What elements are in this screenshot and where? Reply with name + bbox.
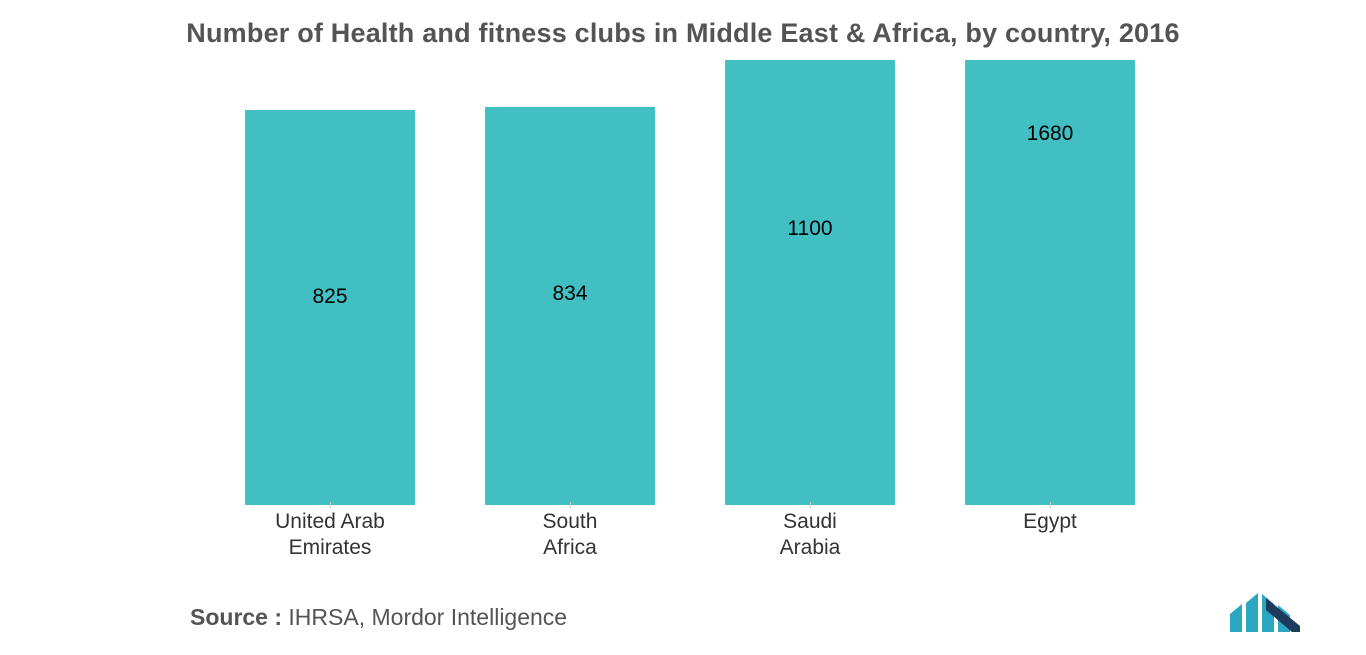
bar-uae: 825 (245, 110, 415, 505)
bar-chart: 825 834 1100 1680 (0, 60, 1366, 505)
logo-bar (1230, 604, 1242, 632)
source-label: Source : (190, 604, 282, 630)
bar-value-label: 1680 (965, 122, 1135, 146)
bar-value-label: 1100 (725, 217, 895, 241)
tick-line1: Saudi (783, 510, 837, 533)
x-tick-label: United Arab Emirates (245, 509, 415, 562)
bar-value-label: 825 (245, 285, 415, 309)
x-tick-label: Saudi Arabia (725, 509, 895, 562)
bar-egypt: 1680 (965, 60, 1135, 505)
bar-saudi-arabia: 1100 (725, 60, 895, 505)
source-line: Source : IHRSA, Mordor Intelligence (190, 604, 567, 631)
bar-south-africa: 834 (485, 107, 655, 505)
source-text: IHRSA, Mordor Intelligence (282, 604, 567, 630)
bar-value-label: 834 (485, 282, 655, 306)
tick-line2: Africa (543, 536, 597, 559)
tick-line1: United Arab (275, 510, 385, 533)
tick-line1: South (543, 510, 598, 533)
tick-line2: Arabia (780, 536, 841, 559)
mordor-logo-icon (1222, 592, 1306, 632)
x-tick-label: South Africa (485, 509, 655, 562)
x-tick-label: Egypt (965, 509, 1135, 535)
logo-bar (1246, 593, 1258, 632)
tick-line2: Emirates (289, 536, 372, 559)
chart-title: Number of Health and fitness clubs in Mi… (0, 18, 1366, 49)
tick-line1: Egypt (1023, 510, 1077, 533)
